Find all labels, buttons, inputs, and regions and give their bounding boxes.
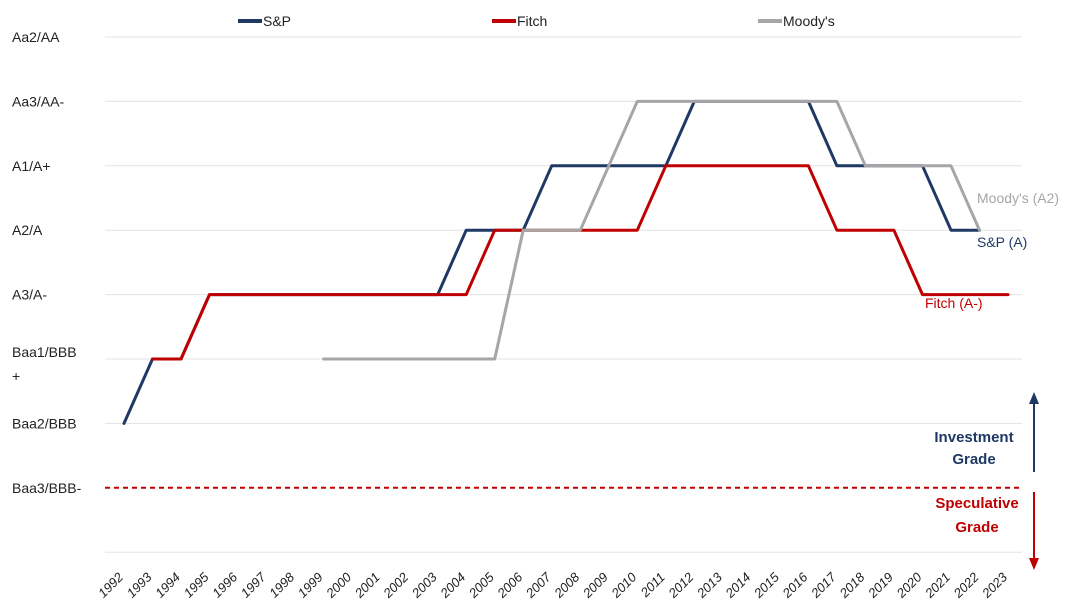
series-line-moody-s (322, 99, 981, 361)
y-tick-label-aa2-aa: Aa2/AA (12, 29, 60, 45)
series-line-s-p (122, 99, 981, 425)
x-tick-label-1992: 1992 (95, 569, 127, 601)
x-tick-label-2015: 2015 (750, 569, 782, 601)
end-label-moody-s: Moody's (A2) (977, 190, 1059, 206)
y-tick-label-a2-a: A2/A (12, 222, 43, 238)
x-tick-label-2022: 2022 (950, 569, 982, 601)
x-tick-label-2003: 2003 (408, 569, 440, 601)
x-tick-label-2020: 2020 (893, 569, 925, 601)
y-tick-label-a1-a: A1/A+ (12, 158, 51, 174)
y-tick-label-a3-a: A3/A- (12, 287, 47, 303)
x-tick-label-2017: 2017 (807, 569, 839, 601)
x-tick-label-2005: 2005 (465, 569, 497, 601)
x-tick-label-1995: 1995 (181, 569, 213, 601)
legend-label-fitch: Fitch (517, 13, 547, 29)
x-tick-label-2019: 2019 (864, 570, 896, 602)
y-tick-label-aa3-aa: Aa3/AA- (12, 93, 64, 109)
x-tick-label-2012: 2012 (665, 569, 697, 601)
end-label-s-p: S&P (A) (977, 234, 1027, 250)
x-tick-label-1999: 1999 (295, 570, 326, 601)
x-tick-label-2001: 2001 (351, 570, 383, 602)
speculative-grade-label: Speculative Grade (935, 495, 1018, 536)
x-tick-label-2013: 2013 (693, 569, 725, 601)
x-tick-label-2006: 2006 (494, 569, 526, 601)
y-tick-label-baa1-bbb: Baa1/BBB + (12, 344, 77, 384)
series-line-fitch (151, 164, 1010, 361)
legend-label-moody-s: Moody's (783, 13, 835, 29)
end-label-fitch: Fitch (A-) (925, 295, 983, 311)
x-tick-label-2004: 2004 (437, 570, 469, 602)
x-tick-label-2018: 2018 (836, 569, 868, 601)
series-lines (122, 99, 1010, 425)
x-tick-label-2021: 2021 (921, 570, 953, 602)
x-tick-label-1996: 1996 (209, 569, 241, 601)
investment-grade-arrowhead (1029, 392, 1039, 404)
legend: S&P Fitch Moody's (238, 13, 835, 29)
x-tick-label-2011: 2011 (637, 570, 668, 601)
legend-label-s-p: S&P (263, 13, 291, 29)
x-tick-label-2008: 2008 (551, 569, 583, 601)
y-tick-label-baa3-bbb: Baa3/BBB- (12, 480, 82, 496)
x-tick-label-2009: 2009 (579, 570, 611, 602)
x-tick-labels: 1992199319941995199619971998199920002001… (95, 569, 1011, 601)
grade-annotations: Investment Grade Speculative Grade (934, 392, 1039, 570)
x-tick-label-1998: 1998 (266, 569, 298, 601)
x-tick-label-2016: 2016 (779, 569, 811, 601)
x-tick-label-1993: 1993 (124, 569, 156, 601)
x-tick-label-2000: 2000 (322, 569, 354, 601)
x-tick-label-2007: 2007 (522, 569, 554, 601)
x-tick-label-2010: 2010 (608, 569, 640, 601)
investment-grade-label: Investment Grade (934, 429, 1013, 468)
y-tick-label-baa2-bbb: Baa2/BBB (12, 415, 77, 431)
y-tick-labels: Baa3/BBB- Baa2/BBB Baa1/BBB + A3/A- A2/A A1/A+… (12, 29, 82, 496)
x-tick-label-2014: 2014 (722, 570, 754, 602)
x-tick-label-1994: 1994 (152, 570, 183, 601)
speculative-grade-arrowhead (1029, 558, 1039, 570)
x-tick-label-2002: 2002 (380, 569, 412, 601)
x-tick-label-2023: 2023 (978, 569, 1010, 601)
end-labels: S&P (A) Fitch (A-) Moody's (A2) (925, 190, 1059, 311)
x-tick-label-1997: 1997 (238, 569, 270, 601)
